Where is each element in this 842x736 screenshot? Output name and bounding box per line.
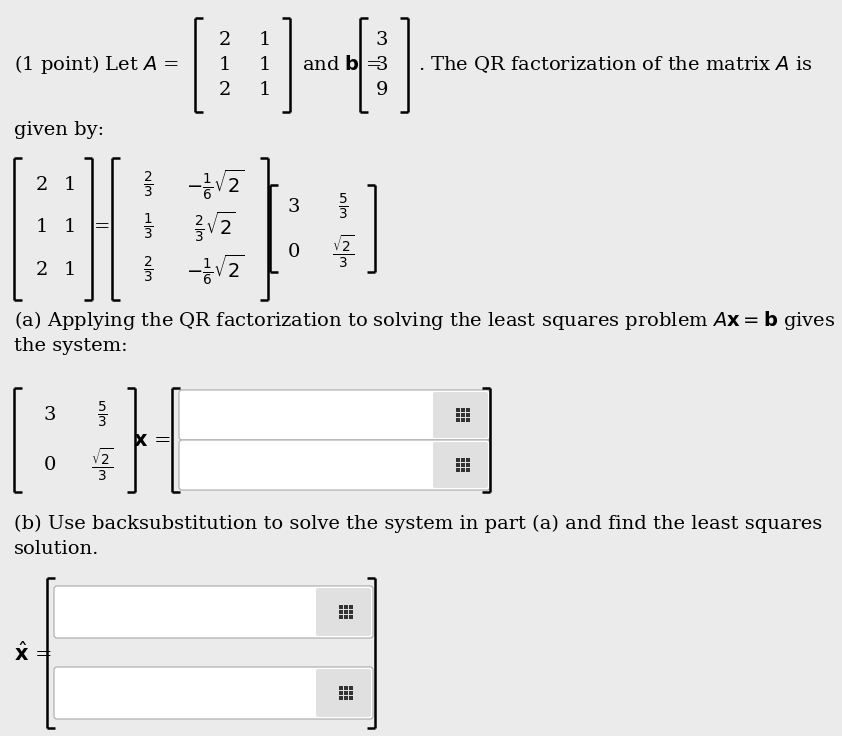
FancyBboxPatch shape <box>54 667 373 719</box>
FancyBboxPatch shape <box>54 586 373 638</box>
Text: 2: 2 <box>36 261 48 279</box>
Text: (1 point) Let $\mathit{A}$ =: (1 point) Let $\mathit{A}$ = <box>14 54 179 77</box>
Text: $-\frac{1}{6}\sqrt{2}$: $-\frac{1}{6}\sqrt{2}$ <box>186 252 244 288</box>
Text: 1: 1 <box>258 81 271 99</box>
Text: (b) Use backsubstitution to solve the system in part (a) and find the least squa: (b) Use backsubstitution to solve the sy… <box>14 515 823 533</box>
Text: solution.: solution. <box>14 540 99 558</box>
Text: 3: 3 <box>288 198 301 216</box>
FancyBboxPatch shape <box>179 390 490 440</box>
Text: 1: 1 <box>36 218 48 236</box>
Text: 3: 3 <box>376 56 388 74</box>
Text: =: = <box>93 218 110 236</box>
Text: 3: 3 <box>376 31 388 49</box>
Text: 0: 0 <box>44 456 56 474</box>
FancyBboxPatch shape <box>433 442 488 488</box>
Text: 1: 1 <box>64 176 76 194</box>
Text: 3: 3 <box>44 406 56 424</box>
FancyBboxPatch shape <box>316 669 371 717</box>
Text: 9: 9 <box>376 81 388 99</box>
Text: 1: 1 <box>64 261 76 279</box>
Text: $\frac{2}{3}\sqrt{2}$: $\frac{2}{3}\sqrt{2}$ <box>194 210 236 244</box>
Text: . The QR factorization of the matrix $\mathit{A}$ is: . The QR factorization of the matrix $\m… <box>418 54 813 75</box>
Text: and $\mathbf{b}$ =: and $\mathbf{b}$ = <box>302 55 381 74</box>
Text: 1: 1 <box>219 56 232 74</box>
Text: given by:: given by: <box>14 121 104 139</box>
Text: 1: 1 <box>64 218 76 236</box>
Text: $\frac{5}{3}$: $\frac{5}{3}$ <box>338 192 349 222</box>
FancyBboxPatch shape <box>179 440 490 490</box>
Text: $\frac{1}{3}$: $\frac{1}{3}$ <box>142 212 153 242</box>
Text: 2: 2 <box>36 176 48 194</box>
Text: $\frac{\sqrt{2}}{3}$: $\frac{\sqrt{2}}{3}$ <box>91 447 113 483</box>
FancyBboxPatch shape <box>433 392 488 438</box>
Text: $\frac{2}{3}$: $\frac{2}{3}$ <box>142 170 153 200</box>
Text: $\frac{\sqrt{2}}{3}$: $\frac{\sqrt{2}}{3}$ <box>332 234 354 270</box>
Text: 1: 1 <box>258 56 271 74</box>
Text: (a) Applying the QR factorization to solving the least squares problem $\mathit{: (a) Applying the QR factorization to sol… <box>14 308 835 331</box>
FancyBboxPatch shape <box>316 588 371 636</box>
Text: the system:: the system: <box>14 337 128 355</box>
Text: $\hat{\mathbf{x}}$ =: $\hat{\mathbf{x}}$ = <box>14 641 51 665</box>
Text: 1: 1 <box>258 31 271 49</box>
Text: $-\frac{1}{6}\sqrt{2}$: $-\frac{1}{6}\sqrt{2}$ <box>186 168 244 202</box>
Text: $\frac{5}{3}$: $\frac{5}{3}$ <box>97 400 107 430</box>
Text: 2: 2 <box>219 31 232 49</box>
Text: $\mathbf{x}$ =: $\mathbf{x}$ = <box>133 431 171 450</box>
Text: 2: 2 <box>219 81 232 99</box>
Text: $\frac{2}{3}$: $\frac{2}{3}$ <box>142 255 153 285</box>
Text: 0: 0 <box>288 243 301 261</box>
